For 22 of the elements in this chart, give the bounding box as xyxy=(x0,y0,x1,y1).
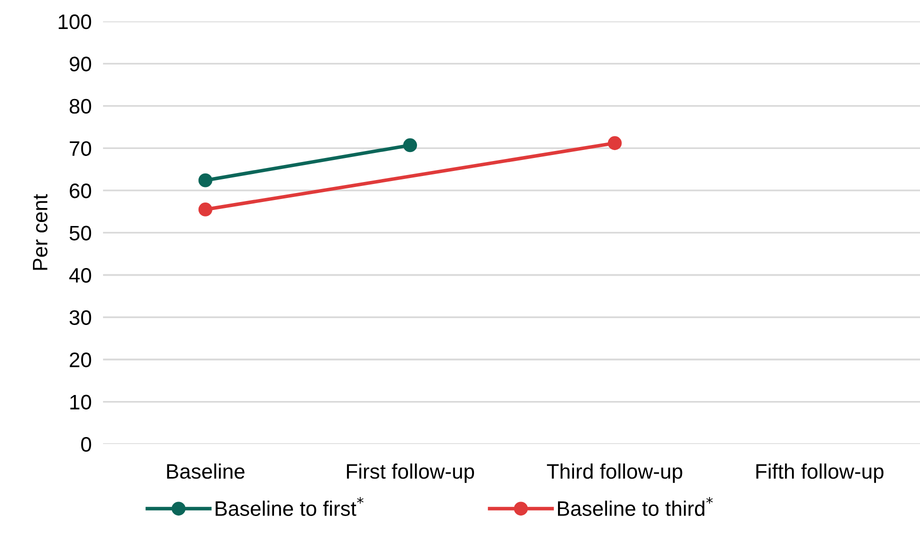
y-tick-label: 60 xyxy=(70,183,92,198)
y-tick-label: 70 xyxy=(70,141,92,156)
y-axis-title: Per cent xyxy=(32,194,48,270)
x-tick-label: First follow-up xyxy=(346,463,474,483)
y-tick-label: 80 xyxy=(70,98,92,114)
x-tick-label: Third follow-up xyxy=(546,463,682,483)
y-tick-label: 50 xyxy=(70,226,92,240)
y-tick-label: 40 xyxy=(69,268,92,283)
y-tick-label: 100 xyxy=(58,14,92,30)
legend-label: Baseline to first$^{*}$ xyxy=(216,496,364,516)
y-tick-label: 30 xyxy=(70,310,92,326)
point xyxy=(198,173,212,188)
legend-label: Baseline to third$^{*}$ xyxy=(558,496,713,516)
point xyxy=(198,202,212,216)
y-tick-label: 20 xyxy=(70,352,92,368)
y-tick-label: 90 xyxy=(70,56,92,72)
x-tick-label: Fifth follow-up xyxy=(756,463,884,483)
point xyxy=(403,138,418,152)
x-tick-label: Baseline xyxy=(167,463,244,479)
y-tick-label: 0 xyxy=(81,437,92,452)
y-tick-label: 10 xyxy=(70,394,92,410)
point xyxy=(608,136,622,150)
